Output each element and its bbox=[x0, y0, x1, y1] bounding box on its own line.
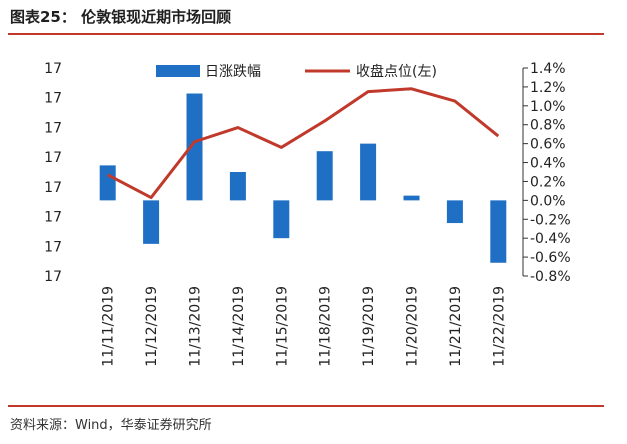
x-tick-label: 11/21/2019 bbox=[448, 286, 464, 367]
right-axis: 1.4% 1.2% 1.0% 0.8% 0.6% 0.4% 0.2% 0.0% -0.2% -0.… bbox=[522, 61, 571, 285]
x-tick-label: 11/19/2019 bbox=[361, 286, 377, 367]
bar bbox=[186, 93, 203, 201]
x-tick-label: 11/14/2019 bbox=[231, 286, 247, 367]
right-tick-label: 1.4% bbox=[530, 61, 566, 77]
page-title: 图表25： 伦敦银现近期市场回顾 bbox=[10, 8, 232, 26]
x-tick-label: 11/11/2019 bbox=[101, 286, 117, 367]
left-axis: 17 17 17 17 17 17 17 17 bbox=[44, 61, 62, 285]
title-bar: 图表25： 伦敦银现近期市场回顾 bbox=[0, 0, 627, 34]
bar bbox=[446, 200, 463, 224]
x-axis: 11/11/2019 11/12/2019 11/13/2019 11/14/2019… bbox=[101, 286, 508, 367]
source-note: 资料来源：Wind，华泰证券研究所 bbox=[10, 418, 212, 433]
right-tick-label: 0.0% bbox=[530, 193, 566, 209]
x-tick-label: 11/22/2019 bbox=[491, 286, 507, 367]
left-tick-label: 17 bbox=[44, 210, 62, 226]
left-tick-label: 17 bbox=[44, 61, 62, 77]
right-tick-label: 0.2% bbox=[530, 174, 566, 190]
bar bbox=[99, 165, 116, 201]
legend-bar-label: 日涨跌幅 bbox=[205, 64, 261, 80]
chart: 17 17 17 17 17 17 17 17 1.4% 1.2% 1.0% 0.8% 0.6% 0.4… bbox=[44, 61, 571, 367]
right-tick-label: 0.4% bbox=[530, 156, 566, 172]
bar bbox=[490, 200, 507, 263]
bar bbox=[316, 151, 333, 201]
right-tick-label: -0.8% bbox=[530, 269, 571, 285]
left-tick-label: 17 bbox=[44, 180, 62, 196]
top-divider bbox=[8, 33, 604, 35]
left-tick-label: 17 bbox=[44, 120, 62, 136]
left-tick-label: 17 bbox=[44, 91, 62, 107]
bar-series bbox=[99, 93, 507, 263]
bar bbox=[229, 172, 246, 201]
bar bbox=[403, 195, 420, 201]
bar bbox=[273, 200, 290, 239]
right-tick-label: 1.0% bbox=[530, 99, 566, 115]
right-tick-label: 0.6% bbox=[530, 137, 566, 153]
right-tick-label: -0.4% bbox=[530, 231, 571, 247]
x-tick-label: 11/13/2019 bbox=[188, 286, 204, 367]
left-tick-label: 17 bbox=[44, 239, 62, 255]
right-tick-label: 1.2% bbox=[530, 80, 566, 96]
right-tick-label: -0.6% bbox=[530, 250, 571, 266]
x-tick-label: 11/20/2019 bbox=[405, 286, 421, 367]
line-series bbox=[107, 87, 500, 200]
right-tick-label: -0.2% bbox=[530, 212, 571, 228]
x-tick-label: 11/12/2019 bbox=[144, 286, 160, 367]
x-tick-label: 11/15/2019 bbox=[274, 286, 290, 367]
bar bbox=[360, 143, 377, 201]
close-line bbox=[107, 87, 500, 200]
legend-line-label: 收盘点位(左) bbox=[356, 63, 437, 80]
legend: 日涨跌幅 收盘点位(左) bbox=[156, 63, 437, 80]
left-tick-label: 17 bbox=[44, 150, 62, 166]
legend-bar-swatch bbox=[156, 65, 200, 77]
bottom-divider bbox=[8, 405, 604, 407]
right-tick-label: 0.8% bbox=[530, 118, 566, 134]
x-tick-label: 11/18/2019 bbox=[318, 286, 334, 367]
bar bbox=[143, 200, 160, 244]
left-tick-label: 17 bbox=[44, 269, 62, 285]
